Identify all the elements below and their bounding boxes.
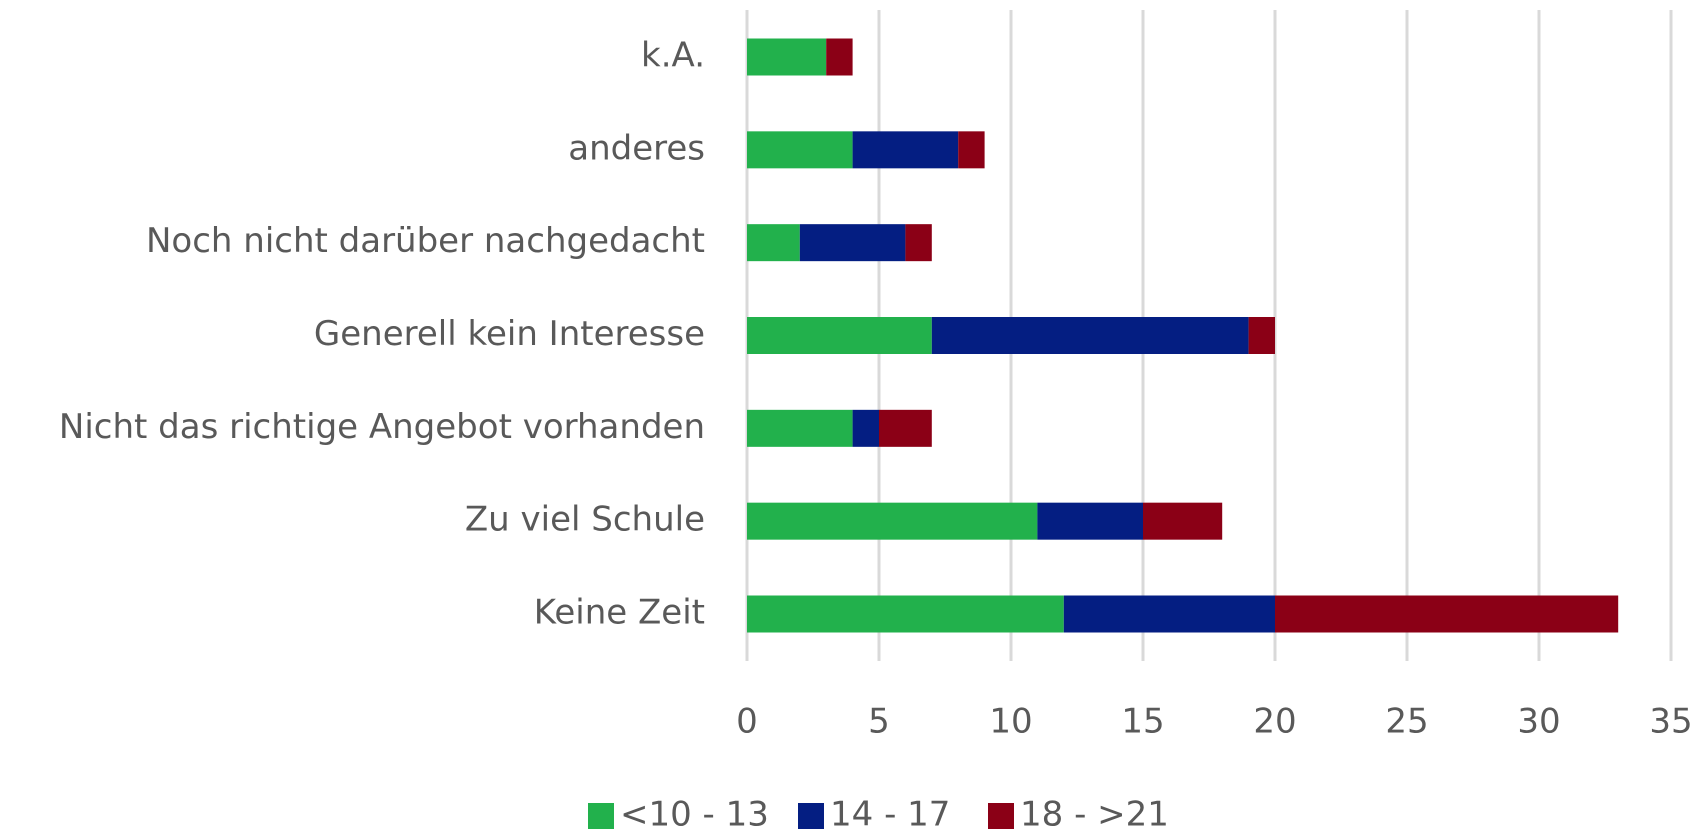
x-tick-label: 20 (1253, 702, 1296, 742)
x-tick-label: 30 (1517, 702, 1560, 742)
y-tick-label: Zu viel Schule (465, 500, 705, 540)
bar-segment (747, 131, 853, 169)
bar-segment (747, 317, 932, 354)
bar-segment (1063, 595, 1275, 633)
y-tick-label: Noch nicht darüber nachgedacht (146, 221, 705, 261)
bar-segment (747, 224, 800, 262)
bar-segment (879, 409, 932, 447)
x-tick-label: 0 (736, 702, 758, 742)
x-tick-label: 35 (1649, 702, 1692, 742)
bar-segment (747, 38, 827, 76)
y-tick-label: k.A. (641, 36, 705, 76)
bar-segment (826, 38, 853, 76)
y-tick-label: Nicht das richtige Angebot vorhanden (59, 407, 705, 447)
bar-segment (747, 502, 1038, 540)
x-tick-label: 5 (868, 702, 890, 742)
x-tick-label: 10 (989, 702, 1032, 742)
bar-segment (852, 131, 959, 169)
bar-segment (852, 409, 879, 447)
bar-segment (1275, 595, 1619, 633)
bar-segment (1037, 502, 1143, 540)
legend-swatch (988, 803, 1014, 829)
x-tick-label: 15 (1121, 702, 1164, 742)
bar-segment (1143, 502, 1223, 540)
bar-segment (747, 409, 853, 447)
y-tick-label: Keine Zeit (534, 593, 705, 633)
bar-segment (905, 224, 932, 262)
x-tick-label: 25 (1385, 702, 1428, 742)
y-tick-label: anderes (568, 128, 705, 168)
y-tick-label: Generell kein Interesse (314, 314, 705, 354)
legend-swatch (798, 803, 824, 829)
bar-segment (799, 224, 906, 262)
legend-label: <10 - 13 (620, 795, 769, 835)
bar-segment (1248, 317, 1275, 354)
legend-swatch (588, 803, 614, 829)
bar-segment (747, 595, 1064, 633)
bar-segment (931, 317, 1249, 354)
bar-segment (958, 131, 985, 169)
legend-label: 18 - >21 (1020, 795, 1169, 835)
legend-label: 14 - 17 (830, 795, 950, 835)
